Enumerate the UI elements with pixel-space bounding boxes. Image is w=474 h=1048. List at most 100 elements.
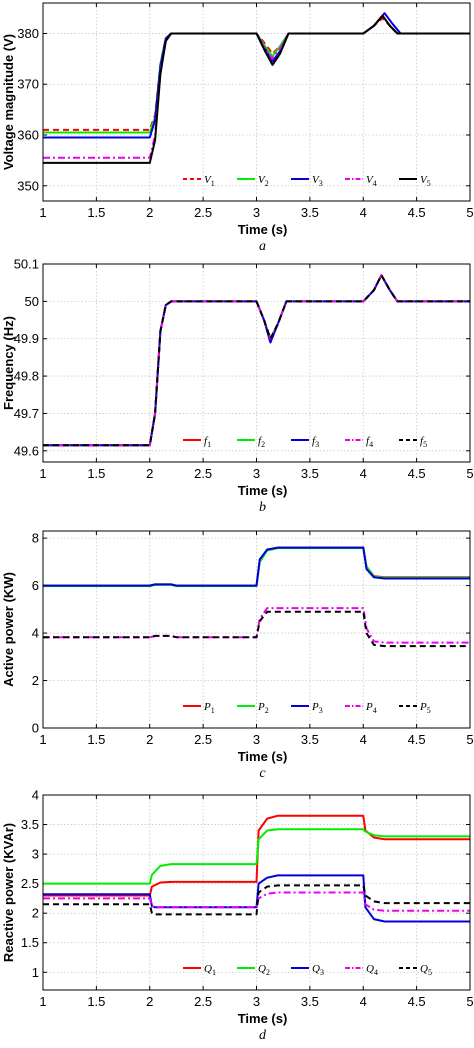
legend-label-V1: V1 <box>204 174 215 188</box>
legend-letter: Q <box>258 963 266 975</box>
y-tick-label: 49.7 <box>14 406 39 421</box>
y-axis-label: Frequency (Hz) <box>1 316 16 410</box>
legend-subscript: 3 <box>320 968 324 977</box>
chart-panel-b: 1 1.5 2 2.5 3 3.5 4 4.5 5 49.6 49.7 49.8 49.9 50 50.1 f… <box>1 257 474 516</box>
legend-letter: Q <box>420 963 428 975</box>
legend-letter: P <box>365 701 373 713</box>
legend-subscript: 5 <box>427 706 431 715</box>
x-tick-label: 2 <box>146 732 153 747</box>
legend-subscript: 5 <box>428 968 432 977</box>
y-tick-label: 1 <box>32 965 39 980</box>
legend-label-f4: f4 <box>366 435 373 449</box>
series-line-P3 <box>43 546 470 587</box>
x-tick-label: 2.5 <box>194 732 212 747</box>
series-line-Q1 <box>43 814 470 897</box>
x-tick-label: 2 <box>146 205 153 220</box>
legend-label-P4: P4 <box>365 701 377 715</box>
series-line-P5 <box>43 610 470 648</box>
x-tick-label: 2 <box>146 994 153 1009</box>
legend-label-Q3: Q3 <box>312 963 324 977</box>
y-axis-label: Voltage magnitude (V) <box>1 34 16 170</box>
legend-label-f3: f3 <box>312 435 319 449</box>
y-tick-label: 360 <box>17 128 39 143</box>
x-tick-label: 3 <box>253 732 260 747</box>
legend-subscript: 1 <box>212 968 216 977</box>
legend-subscript: 5 <box>423 440 427 449</box>
x-tick-label: 5 <box>466 466 473 481</box>
x-tick-label: 3 <box>253 205 260 220</box>
legend-subscript: 1 <box>207 440 211 449</box>
plot-frame <box>42 530 471 729</box>
series-line-Q3 <box>43 874 470 923</box>
legend-label-Q5: Q5 <box>420 963 432 977</box>
legend-label-Q2: Q2 <box>258 963 270 977</box>
legend-letter: Q <box>204 963 212 975</box>
series-line-Q5 <box>43 884 470 916</box>
series-line-Q2 <box>43 828 470 885</box>
x-axis-label: Time (s) <box>238 222 288 237</box>
legend-subscript: 1 <box>211 706 215 715</box>
x-tick-label: 1 <box>39 994 46 1009</box>
legend-subscript: 4 <box>373 179 377 188</box>
x-tick-label: 1.5 <box>87 732 105 747</box>
x-tick-label: 2.5 <box>194 205 212 220</box>
y-tick-label: 3.5 <box>21 817 39 832</box>
y-tick-label: 370 <box>17 77 39 92</box>
y-tick-label: 2 <box>32 673 39 688</box>
y-tick-label: 4 <box>32 626 39 641</box>
x-axis-label: Time (s) <box>238 749 288 764</box>
y-tick-label: 2 <box>32 906 39 921</box>
legend-letter: V <box>366 174 374 186</box>
legend-letter: P <box>203 701 211 713</box>
series-line-Q4 <box>43 891 470 912</box>
y-tick-label: 8 <box>32 531 39 546</box>
legend-label-Q4: Q4 <box>366 963 378 977</box>
legend-label-P5: P5 <box>419 701 431 715</box>
legend-subscript: 2 <box>265 179 269 188</box>
x-tick-label: 3.5 <box>301 994 319 1009</box>
legend-letter: P <box>257 701 265 713</box>
series-line-P4 <box>43 607 470 644</box>
legend-letter: Q <box>366 963 374 975</box>
legend-subscript: 2 <box>265 706 269 715</box>
legend-label-Q1: Q1 <box>204 963 216 977</box>
legend-subscript: 4 <box>369 440 373 449</box>
panel-caption: c <box>259 766 266 781</box>
plot-frame <box>42 2 471 202</box>
legend-letter: V <box>204 174 212 186</box>
legend-subscript: 3 <box>319 179 323 188</box>
x-tick-label: 4.5 <box>408 732 426 747</box>
y-tick-label: 49.9 <box>14 331 39 346</box>
y-tick-label: 50 <box>25 294 39 309</box>
y-tick-label: 380 <box>17 26 39 41</box>
x-tick-label: 1 <box>39 732 46 747</box>
legend-label-V4: V4 <box>366 174 377 188</box>
panel-caption: b <box>259 500 266 515</box>
legend-subscript: 5 <box>427 179 431 188</box>
x-tick-label: 2.5 <box>194 994 212 1009</box>
series-line-f5 <box>43 274 470 447</box>
plot-frame <box>42 263 471 463</box>
x-tick-label: 5 <box>466 732 473 747</box>
legend-subscript: 1 <box>211 179 215 188</box>
y-tick-label: 4 <box>32 788 39 803</box>
legend-label-V5: V5 <box>420 174 431 188</box>
y-tick-label: 6 <box>32 578 39 593</box>
legend-letter: P <box>419 701 427 713</box>
y-tick-label: 1.5 <box>21 935 39 950</box>
legend-label-f2: f2 <box>258 435 265 449</box>
legend-letter: f <box>366 435 371 447</box>
legend-subscript: 3 <box>319 706 323 715</box>
legend-subscript: 2 <box>261 440 265 449</box>
y-tick-label: 2.5 <box>21 876 39 891</box>
legend-label-V3: V3 <box>312 174 323 188</box>
y-tick-label: 50.1 <box>14 257 39 272</box>
legend-letter: f <box>420 435 425 447</box>
panel-caption: d <box>259 1028 267 1043</box>
legend-letter: Q <box>312 963 320 975</box>
x-axis-label: Time (s) <box>238 1011 288 1026</box>
